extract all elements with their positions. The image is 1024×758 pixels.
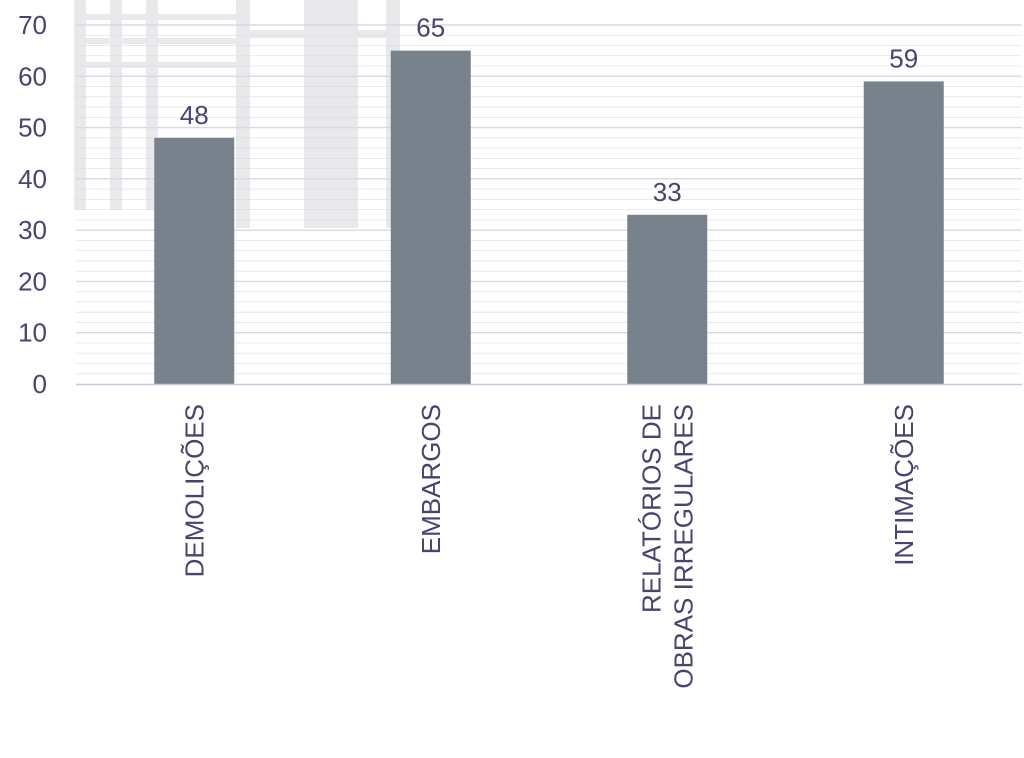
x-tick-label: INTIMAÇÕES bbox=[889, 404, 919, 566]
bar bbox=[627, 214, 708, 384]
x-tick-label: EMBARGOS bbox=[416, 404, 446, 554]
x-tick-label: RELATÓRIOS DE bbox=[636, 404, 666, 613]
watermark-block bbox=[110, 0, 122, 210]
x-tick-label: OBRAS IRREGULARES bbox=[668, 404, 698, 689]
y-tick-label: 20 bbox=[18, 266, 47, 296]
y-tick-label: 10 bbox=[18, 318, 47, 348]
y-tick-label: 30 bbox=[18, 215, 47, 245]
x-axis-ticks: DEMOLIÇÕES EMBARGOS RELATÓRIOS DE OBRAS IRR… bbox=[179, 404, 919, 689]
y-tick-label: 40 bbox=[18, 164, 47, 194]
watermark-block bbox=[74, 0, 86, 210]
bars bbox=[154, 50, 944, 385]
watermark-block bbox=[250, 30, 400, 38]
y-axis-ticks: 0 10 20 30 40 50 60 70 bbox=[18, 10, 47, 399]
bar bbox=[863, 81, 944, 385]
watermark-block bbox=[74, 14, 250, 20]
data-label: 59 bbox=[889, 43, 918, 73]
data-labels: 48 65 33 59 bbox=[180, 13, 918, 207]
data-label: 48 bbox=[180, 100, 209, 130]
y-tick-label: 50 bbox=[18, 113, 47, 143]
bar bbox=[154, 137, 235, 384]
watermark-block bbox=[74, 38, 250, 44]
bar bbox=[390, 50, 471, 385]
watermark-block bbox=[74, 62, 250, 68]
y-tick-label: 60 bbox=[18, 61, 47, 91]
x-tick-label: DEMOLIÇÕES bbox=[179, 404, 209, 577]
y-tick-label: 0 bbox=[33, 369, 47, 399]
y-tick-label: 70 bbox=[18, 10, 47, 40]
background-watermark bbox=[74, 0, 400, 228]
data-label: 33 bbox=[653, 177, 682, 207]
data-label: 65 bbox=[416, 13, 445, 43]
watermark-block bbox=[236, 0, 250, 228]
